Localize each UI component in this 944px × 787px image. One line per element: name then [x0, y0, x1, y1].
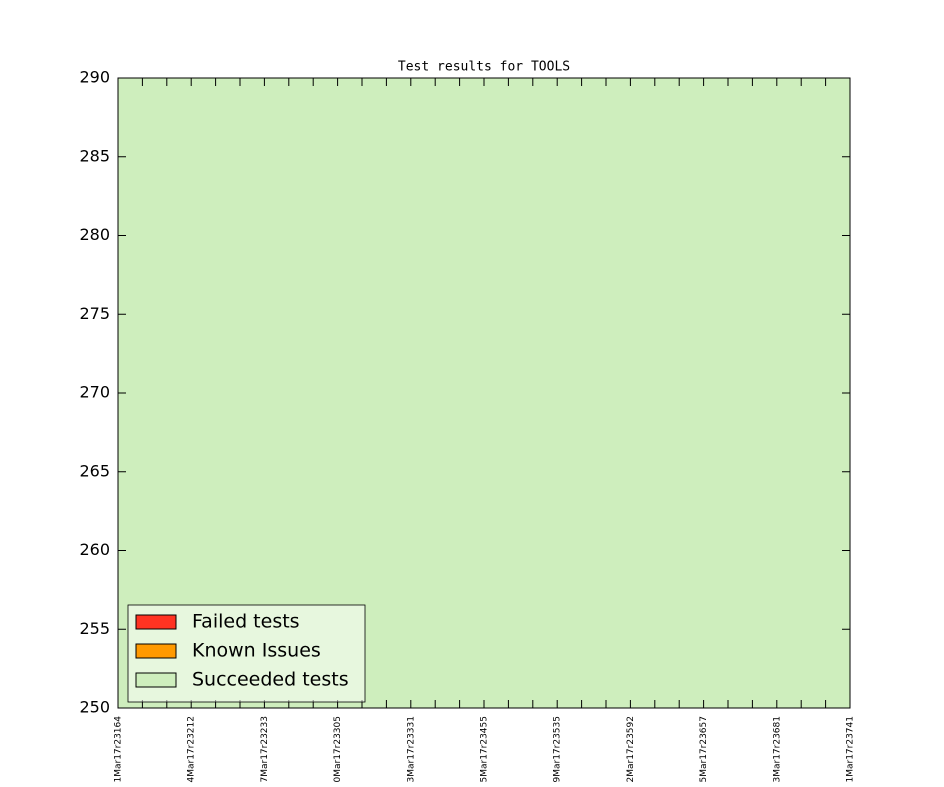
area: [118, 78, 850, 708]
x-tick-label: 4Mar17r23212: [187, 716, 197, 783]
y-tick-label: 265: [79, 461, 110, 480]
legend: Failed tests Known Issues Succeeded tests: [127, 604, 366, 703]
x-tick-label: 3Mar17r23681: [772, 716, 782, 783]
y-tick-label: 275: [79, 304, 110, 323]
x-tick-label: 1Mar17r23164: [114, 716, 124, 783]
x-tick-label: 0Mar17r23305: [333, 716, 343, 783]
x-tick-label: 9Mar17r23535: [553, 716, 563, 783]
y-tick-label: 270: [79, 383, 110, 402]
y-tick-label: 250: [79, 698, 110, 717]
y-tick-label: 285: [79, 146, 110, 165]
legend-label: Failed tests: [192, 611, 300, 633]
y-tick-label: 280: [79, 225, 110, 244]
legend-swatch: [135, 614, 177, 630]
legend-swatch: [135, 672, 177, 688]
x-tick-label: 5Mar17r23657: [699, 716, 709, 783]
x-tick-label: 1Mar17r23741: [846, 716, 856, 783]
chart-title: Test results for TOOLS: [398, 60, 570, 75]
legend-swatch: [135, 643, 177, 659]
x-tick-label: 3Mar17r23331: [406, 716, 416, 783]
y-tick-label: 255: [79, 619, 110, 638]
x-tick-label: 2Mar17r23592: [626, 716, 636, 783]
x-tick-label: 5Mar17r23455: [480, 716, 490, 783]
y-tick-label: 290: [79, 68, 110, 87]
plot-area: [118, 78, 850, 708]
legend-label: Known Issues: [192, 640, 321, 662]
y-tick-label: 260: [79, 540, 110, 559]
x-tick-label: 7Mar17r23233: [260, 716, 270, 783]
legend-label: Succeeded tests: [192, 669, 349, 691]
